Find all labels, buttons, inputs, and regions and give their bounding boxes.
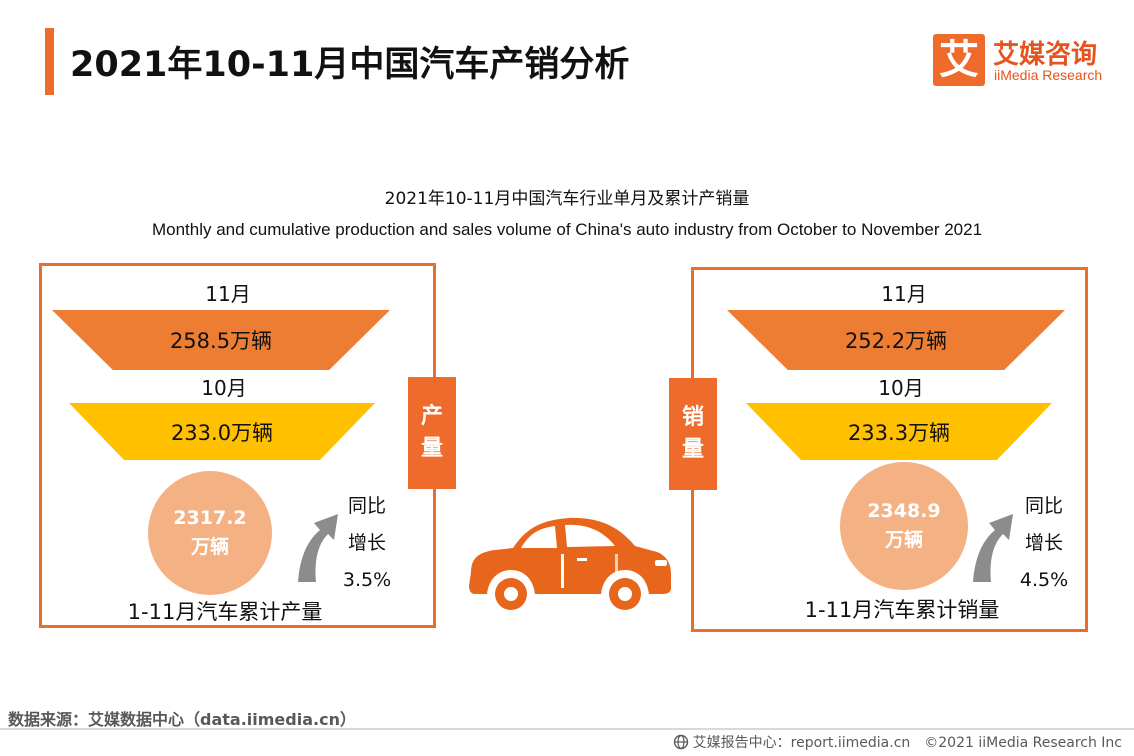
sales-cumulative-label: 1-11月汽车累计销量	[804, 598, 1000, 622]
production-tag: 产 量	[408, 377, 456, 489]
chart-title: 2021年10-11月中国汽车行业单月及累计产销量	[384, 189, 750, 209]
production-yoy-line1: 同比	[347, 495, 386, 517]
sales-yoy-value: 4.5%	[1019, 569, 1069, 591]
footer-report-text: 艾媒报告中心：report.iimedia.cn ©2021 iiMedia R…	[692, 735, 1122, 751]
production-oct-funnel: 233.0万辆	[69, 403, 375, 460]
up-arrow-icon	[973, 514, 1013, 582]
sales-oct-value: 233.3万辆	[847, 420, 951, 445]
production-yoy: 同比 增长 3.5%	[339, 488, 395, 599]
page-title: 2021年10-11月中国汽车产销分析	[70, 45, 630, 85]
sales-tag-char-1: 销	[681, 405, 704, 431]
sales-oct-funnel: 233.3万辆	[746, 403, 1052, 460]
sales-tag: 销 量	[669, 378, 717, 490]
production-cumulative-circle: 2317.2 万辆	[148, 471, 272, 595]
sales-nov-value: 252.2万辆	[844, 329, 948, 353]
chart-subtitle: Monthly and cumulative production and sa…	[151, 220, 983, 239]
production-cumulative-value: 2317.2	[173, 506, 247, 529]
production-nov-value: 258.5万辆	[169, 329, 273, 353]
production-yoy-line2: 增长	[347, 532, 386, 554]
production-tag-char-2: 量	[420, 436, 443, 461]
car-icon	[469, 517, 671, 610]
data-source: 数据来源：艾媒数据中心（data.iimedia.cn）	[8, 710, 356, 729]
production-month-oct-label: 10月	[201, 376, 247, 400]
production-cumulative-unit: 万辆	[190, 536, 229, 558]
logo-english-name: iiMedia Research	[994, 67, 1103, 83]
production-nov-funnel: 258.5万辆	[52, 310, 390, 370]
sales-cumulative-circle: 2348.9 万辆	[840, 462, 968, 590]
title-accent-bar	[45, 28, 54, 95]
production-yoy-value: 3.5%	[342, 569, 392, 591]
logo-name: 艾媒咨询	[993, 40, 1098, 70]
sales-nov-funnel: 252.2万辆	[727, 310, 1065, 370]
sales-yoy: 同比 增长 4.5%	[1016, 488, 1072, 599]
globe-icon	[673, 734, 688, 750]
sales-month-nov-label: 11月	[881, 282, 927, 306]
production-panel: 11月 258.5万辆 10月 233.0万辆 2317.2 万辆 同比 增长 …	[39, 263, 436, 628]
production-tag-char-1: 产	[420, 404, 443, 430]
footer-report: 艾媒报告中心：report.iimedia.cn ©2021 iiMedia R…	[673, 732, 1122, 752]
up-arrow-icon	[298, 514, 338, 582]
logo-mark: 艾	[933, 34, 985, 86]
production-oct-value: 233.0万辆	[170, 420, 274, 445]
sales-yoy-line2: 增长	[1024, 532, 1063, 554]
brand-logo: 艾 艾媒咨询 iiMedia Research	[933, 34, 1111, 88]
sales-cumulative-value: 2348.9	[867, 499, 941, 522]
sales-yoy-line1: 同比	[1024, 495, 1063, 517]
production-month-nov-label: 11月	[205, 282, 251, 306]
production-cumulative-label: 1-11月汽车累计产量	[127, 600, 323, 624]
footer-divider	[0, 728, 1134, 730]
sales-cumulative-unit: 万辆	[884, 529, 923, 551]
sales-tag-char-2: 量	[681, 437, 704, 462]
sales-month-oct-label: 10月	[878, 376, 924, 400]
sales-panel: 11月 252.2万辆 10月 233.3万辆 2348.9 万辆 同比 增长 …	[691, 267, 1088, 632]
